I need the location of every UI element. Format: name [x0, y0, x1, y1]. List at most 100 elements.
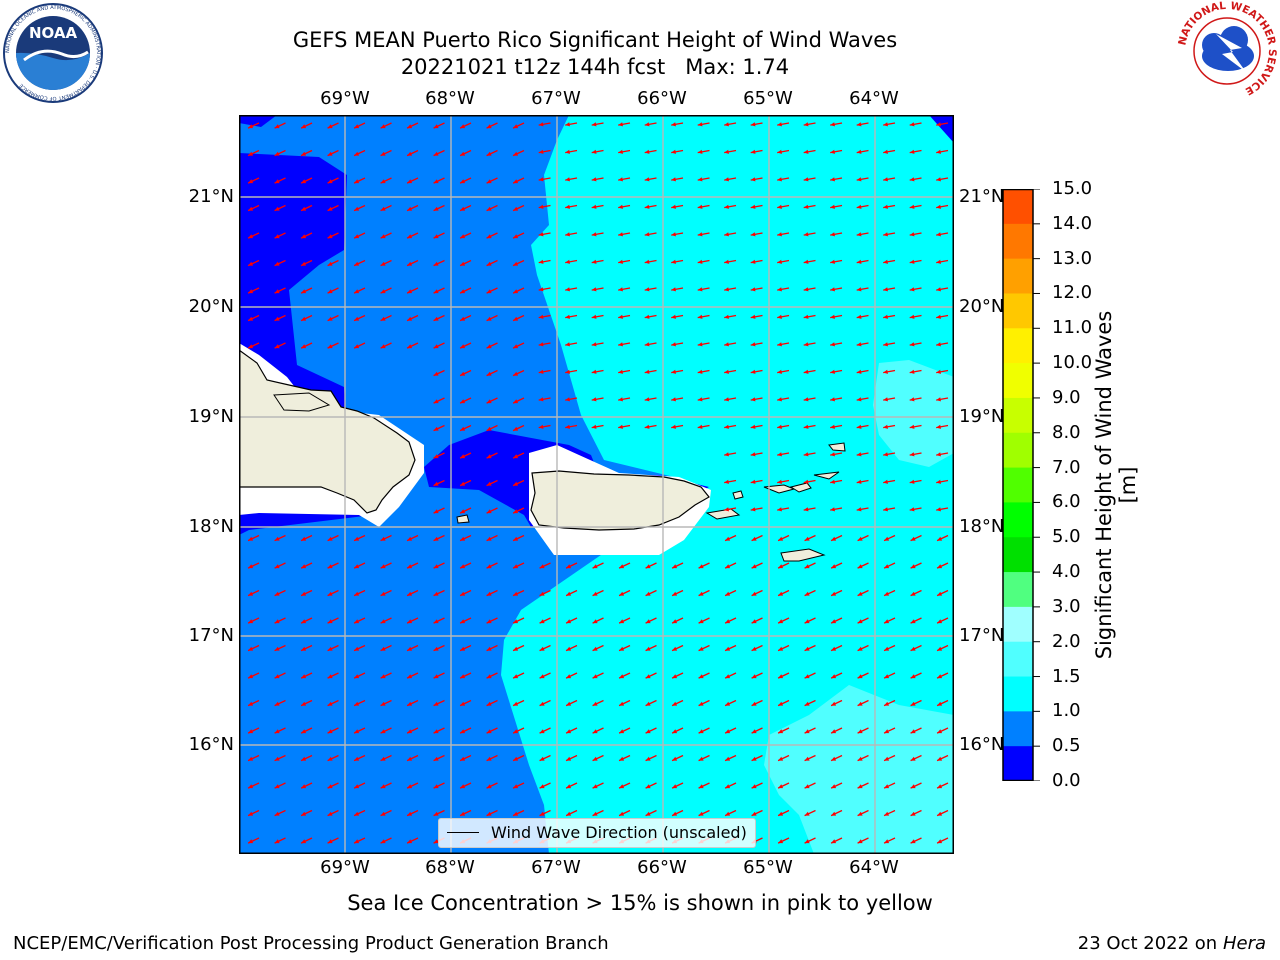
wave-arrow-head [486, 756, 492, 761]
wave-arrow-head [777, 397, 782, 402]
wave-arrow-head [671, 287, 676, 292]
wave-arrow-head [486, 509, 492, 514]
wave-arrow-head [644, 122, 650, 127]
wave-arrow-head [857, 564, 863, 569]
wave-arrow-head [830, 342, 835, 347]
wave-arrow-head [591, 204, 597, 209]
wave-arrow-head [645, 811, 651, 816]
wave-arrow-head [354, 151, 360, 156]
wave-arrow-head [856, 259, 862, 264]
wave-arrow-head [697, 232, 703, 237]
wave-arrow-head [433, 289, 439, 294]
wave-arrow-head [274, 646, 280, 651]
wave-arrow-head [433, 756, 439, 761]
wave-arrow-head [937, 674, 943, 679]
wave-arrow-head [830, 287, 835, 292]
wave-arrow-head [301, 261, 307, 266]
wave-arrow-head [724, 424, 729, 429]
wave-arrow-head [380, 151, 386, 156]
wave-arrow-head [354, 344, 360, 349]
wave-arrow-head [327, 811, 333, 816]
wave-arrow-head [327, 234, 333, 239]
wave-arrow-head [857, 646, 863, 651]
wave-arrow-head [671, 424, 676, 429]
wave-arrow-head [327, 756, 333, 761]
wave-arrow-head [672, 729, 678, 734]
wave-arrow-head [248, 756, 254, 761]
wave-arrow-head [433, 701, 439, 706]
wave-arrow-head [883, 232, 888, 237]
wave-arrow-head [274, 316, 280, 321]
colorbar-band [1003, 676, 1033, 712]
wave-arrow-head [883, 177, 888, 182]
wave-arrow-head [460, 454, 466, 459]
wave-arrow-head [513, 811, 519, 816]
lon-tick-bottom: 67°W [531, 857, 581, 878]
wave-arrow-head [407, 179, 413, 184]
wave-arrow-head [380, 261, 386, 266]
wave-arrow-head [697, 259, 703, 264]
wave-band-0.0-0.5 [929, 115, 954, 143]
wave-arrow-head [248, 811, 254, 816]
lon-tick-bottom: 65°W [743, 857, 793, 878]
colorbar-band [1003, 189, 1033, 225]
map-frame [239, 115, 954, 854]
wave-arrow-head [460, 564, 466, 569]
wave-arrow-head [433, 234, 439, 239]
wave-arrow-head [301, 674, 307, 679]
wave-arrow-head [566, 619, 572, 624]
wave-arrow-head [909, 314, 915, 319]
wave-arrow-head [830, 149, 835, 154]
wave-arrow-head [407, 756, 413, 761]
colorbar-tick-label: 15.0 [1052, 178, 1093, 199]
wave-arrow-head [248, 179, 254, 184]
wave-arrow-head [645, 646, 651, 651]
wave-arrow-head [672, 646, 678, 651]
wave-arrow-head [936, 204, 941, 209]
wave-arrow-head [274, 674, 280, 679]
wave-arrow-head [803, 122, 809, 127]
wave-arrow-head [433, 124, 439, 129]
wave-arrow-head [513, 674, 519, 679]
wave-arrow-head [591, 342, 597, 347]
wave-arrow-head [327, 619, 333, 624]
wave-arrow-head [777, 232, 782, 237]
wave-arrow-head [380, 646, 386, 651]
wave-arrow-head [910, 756, 916, 761]
wave-arrow-head [883, 397, 888, 402]
colorbar-band [1003, 641, 1033, 678]
wave-arrow-head [327, 646, 333, 651]
wave-arrow-head [937, 591, 943, 596]
vieques-island [705, 508, 741, 520]
wave-arrow-head [936, 507, 941, 512]
wave-arrow-head [486, 564, 492, 569]
wave-arrow-head [856, 232, 862, 237]
wave-arrow-head [803, 232, 809, 237]
wave-arrow-head [301, 536, 307, 541]
wave-arrow-head [407, 261, 413, 266]
wave-arrow-head [301, 151, 307, 156]
wave-arrow-head [274, 591, 280, 596]
wave-arrow-head [803, 397, 809, 402]
wave-arrow-head [910, 729, 916, 734]
wave-arrow-head [354, 756, 360, 761]
wave-arrow-head [618, 287, 623, 292]
wave-arrow-head [327, 729, 333, 734]
wave-arrow-head [698, 564, 704, 569]
wave-arrow-head [327, 289, 333, 294]
wave-arrow-head [725, 591, 731, 596]
wave-arrow-head [671, 369, 676, 374]
wave-arrow-head [936, 259, 941, 264]
wave-arrow-head [592, 729, 598, 734]
wave-arrow-head [750, 149, 756, 154]
wave-arrow-head [274, 151, 280, 156]
wave-arrow-head [830, 122, 835, 127]
wave-arrow-head [750, 369, 756, 374]
wave-arrow-head [433, 261, 439, 266]
wave-arrow-head [513, 564, 519, 569]
wave-arrow-head [750, 424, 756, 429]
lat-tick-left: 20°N [188, 296, 234, 317]
wave-arrow-head [831, 811, 837, 816]
wave-arrow-head [884, 701, 890, 706]
wave-arrow-head [909, 342, 915, 347]
